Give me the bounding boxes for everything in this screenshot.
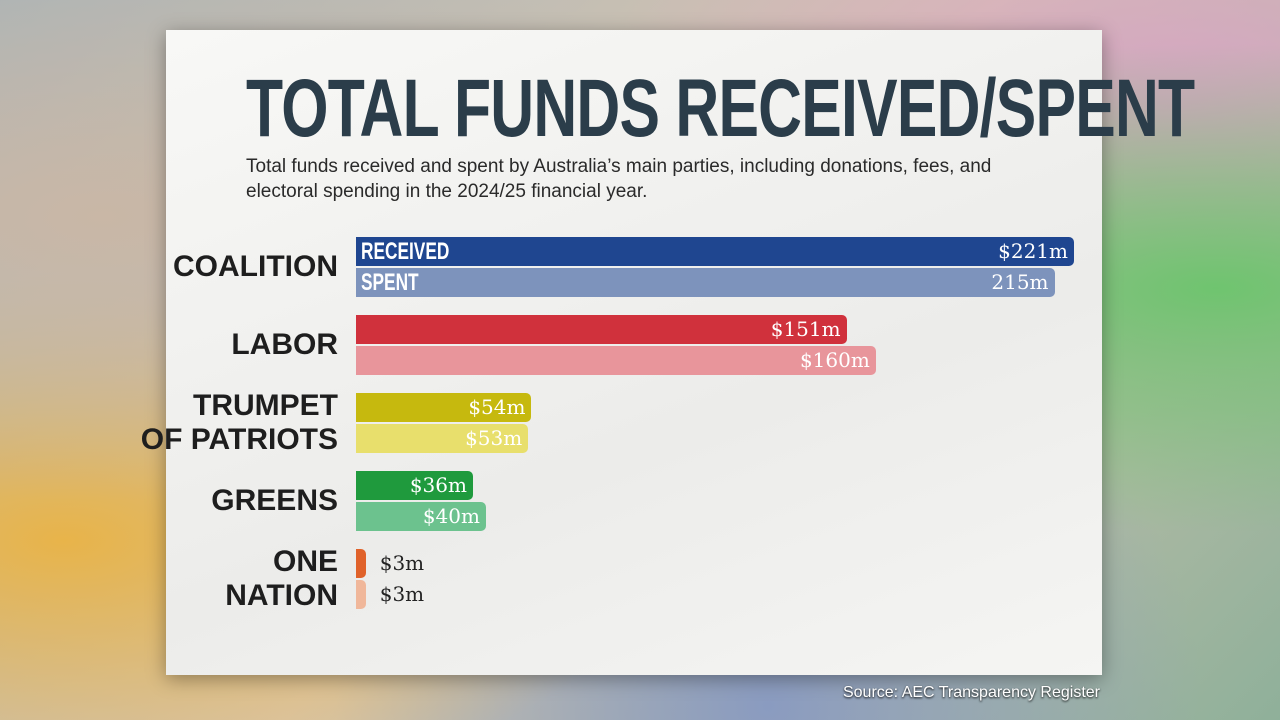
bar [356, 580, 366, 609]
value-label: $160m [799, 348, 870, 372]
value-label: $53m [465, 426, 523, 450]
category-label: LABOR [231, 328, 338, 361]
bar [356, 393, 532, 422]
value-label: $3m [379, 551, 425, 575]
value-label: $36m [409, 473, 467, 497]
category-label: ONE NATION [225, 545, 338, 612]
bar [356, 237, 1074, 266]
category-label: GREENS [211, 484, 338, 517]
category-label: TRUMPET OF PATRIOTS [140, 389, 338, 456]
value-label: $40m [422, 504, 480, 528]
bar [356, 424, 529, 453]
bar [356, 315, 847, 344]
series-label: RECEIVED [361, 238, 450, 265]
bar [356, 346, 876, 375]
source: Source: AEC Transparency Register [842, 684, 1100, 701]
bar [356, 549, 366, 578]
bar [356, 502, 486, 531]
value-label: $151m [770, 317, 841, 341]
value-label: $54m [468, 395, 526, 419]
chart-subtitle: Total funds received and spent by Austra… [246, 156, 992, 202]
bar [356, 471, 473, 500]
bar [356, 268, 1055, 297]
value-label: $221m [998, 239, 1068, 263]
category-label: COALITION [173, 250, 338, 283]
series-label: SPENT [361, 269, 419, 296]
value-label: $3m [379, 582, 425, 606]
chart-title: TOTAL FUNDS RECEIVED/SPENT [246, 63, 1195, 154]
value-label: 215m [991, 270, 1049, 294]
